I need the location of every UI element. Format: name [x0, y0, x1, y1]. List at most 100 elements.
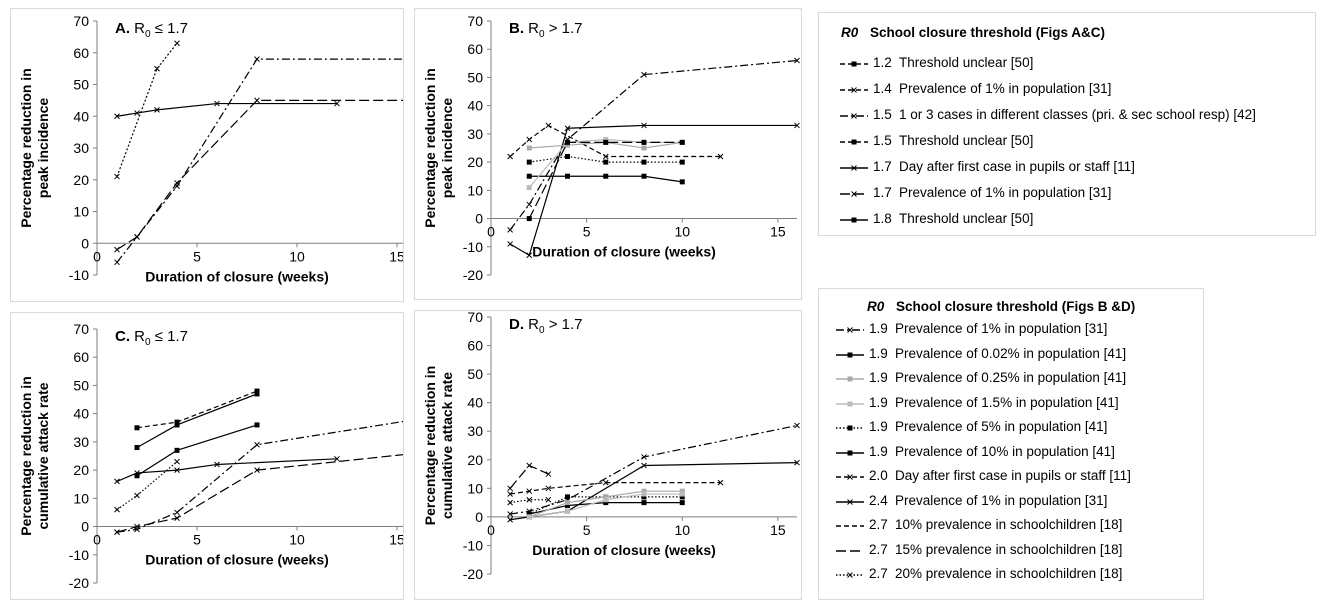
legend-swatch	[840, 113, 868, 119]
data-point	[334, 455, 340, 462]
series-line	[510, 499, 549, 504]
x-axis-label: Duration of closure (weeks)	[145, 268, 329, 284]
legend-r0-value: 1.4	[873, 81, 892, 96]
x-tick-label: 5	[583, 224, 591, 240]
data-point	[507, 511, 513, 517]
data-point	[526, 216, 532, 222]
legend-label: Threshold unclear [50]	[899, 133, 1034, 148]
legend-label: Threshold unclear [50]	[899, 211, 1034, 226]
series-line	[136, 393, 258, 449]
legend-label: Threshold unclear [50]	[899, 55, 1034, 70]
legend-top-r0: R0	[841, 25, 859, 40]
x-tick-label: 0	[93, 532, 101, 548]
legend-r0-value: 1.9	[869, 370, 888, 385]
data-point	[174, 447, 180, 453]
legend-label: Prevalence of 0.02% in population [41]	[895, 345, 1127, 361]
data-point	[526, 173, 532, 179]
y-tick-label: 0	[475, 509, 483, 525]
legend-top-heading-text: School closure threshold (Figs A&C)	[870, 25, 1106, 40]
legend-marker	[847, 425, 853, 431]
x-tick-label: 15	[389, 248, 403, 264]
data-point	[507, 153, 513, 160]
data-point	[526, 511, 532, 517]
legend-label: Prevalence of 5% in population [41]	[895, 419, 1108, 434]
data-point	[174, 467, 180, 473]
series-2.0-dashed	[507, 122, 724, 160]
data-point	[134, 492, 140, 499]
data-point	[254, 467, 260, 473]
y-tick-label: 50	[73, 377, 89, 393]
data-point	[794, 422, 800, 429]
data-point	[603, 137, 609, 143]
legend-marker	[847, 327, 853, 333]
data-point	[114, 113, 120, 120]
series-line	[116, 102, 337, 117]
data-point	[507, 241, 513, 247]
legend-bottom-heading: R0 School closure threshold (Figs B &D)	[867, 299, 1135, 314]
y-tick-label: 50	[467, 366, 483, 382]
panel-title: C. R0 ≤ 1.7	[115, 328, 188, 348]
y-axis-label: Percentage reduction in	[422, 366, 438, 525]
data-point	[641, 173, 647, 179]
y-tick-label: 20	[467, 452, 483, 468]
legend-swatch	[840, 217, 868, 223]
y-tick-label: 70	[73, 13, 89, 29]
legend-marker	[851, 61, 857, 67]
data-point	[641, 71, 647, 78]
y-tick-label: 40	[73, 108, 89, 124]
data-point	[641, 500, 647, 506]
legend-swatch	[836, 450, 864, 455]
data-point	[679, 491, 685, 497]
series-2.4-solid	[507, 122, 800, 259]
legend-bottom-r0: R0	[867, 299, 885, 314]
legend-r0-value: 2.7	[869, 566, 888, 581]
data-point	[641, 139, 647, 145]
data-point	[603, 159, 609, 165]
legend-r0-value: 1.2	[873, 55, 892, 70]
y-tick-label: -20	[463, 566, 483, 582]
data-point	[545, 471, 552, 477]
series-1.5-dashdot	[114, 56, 403, 266]
legend-marker	[847, 474, 853, 480]
data-point	[174, 509, 180, 516]
x-tick-label: 0	[93, 248, 101, 264]
panel-c: -20 -10 0 10 20 30 40 50 60 70 0 5 10 15 Duration of c…	[10, 312, 404, 600]
series-line	[509, 59, 798, 231]
legend-marker	[851, 165, 857, 171]
legend-r0-value: 1.9	[869, 394, 888, 410]
legend-r0-value: 2.4	[869, 492, 888, 508]
y-tick-label: 50	[73, 77, 89, 93]
legend-swatch	[836, 572, 864, 578]
data-point	[565, 494, 570, 500]
data-point	[154, 65, 160, 72]
data-point	[545, 485, 552, 492]
legend-marker	[847, 376, 853, 382]
y-tick-label: 50	[467, 69, 483, 85]
y-tick-label: -10	[463, 239, 483, 255]
series-1.4-dotted	[114, 458, 180, 513]
series-1.9-dotted	[526, 153, 685, 165]
legend-swatch	[836, 401, 864, 406]
legend-r0-value: 1.5	[873, 107, 892, 122]
legend-label: Day after first case in pupils or staff …	[899, 159, 1135, 174]
data-point	[507, 516, 513, 523]
series-line	[509, 124, 721, 158]
y-tick-label: -20	[463, 267, 483, 283]
data-point	[254, 391, 260, 397]
data-point	[526, 514, 532, 520]
data-point	[545, 122, 552, 129]
data-point	[174, 40, 180, 47]
data-point	[214, 100, 220, 107]
legend-swatch	[836, 549, 864, 552]
legend-swatch	[840, 139, 868, 145]
y-tick-label: 30	[73, 140, 89, 156]
series-1.8-solid	[134, 422, 260, 479]
series-1.9-solid	[526, 491, 685, 520]
data-point	[526, 201, 533, 208]
data-point	[214, 461, 220, 468]
x-axis-label: Duration of closure (weeks)	[145, 552, 329, 568]
data-point	[641, 488, 647, 494]
data-point	[603, 497, 609, 503]
series-line	[509, 464, 549, 489]
y-tick-label: 20	[73, 462, 89, 478]
